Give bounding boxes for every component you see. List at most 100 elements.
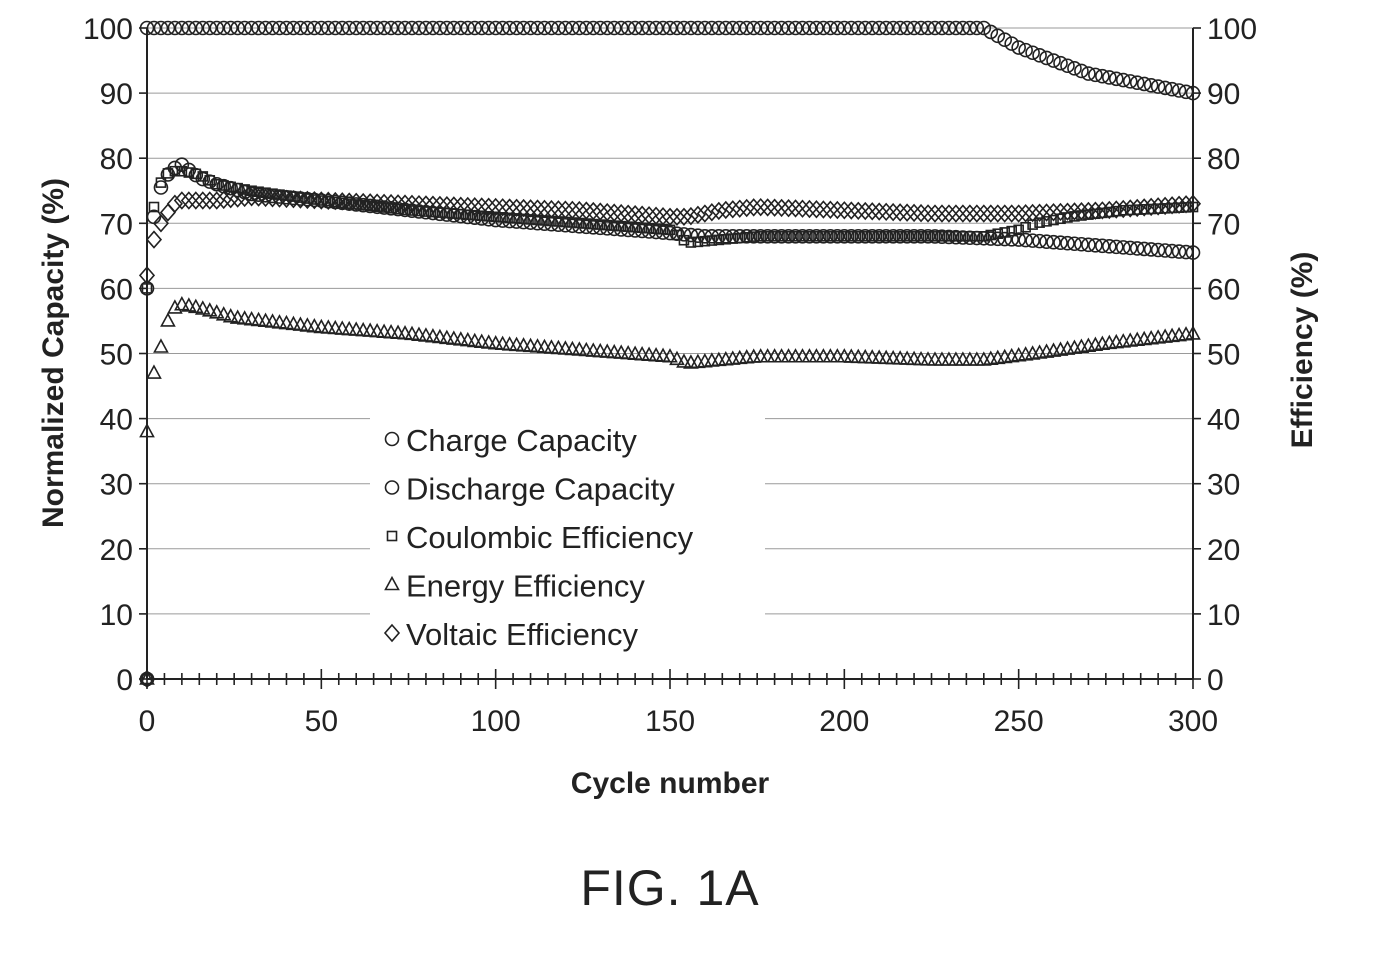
data-point (427, 206, 439, 218)
data-point (162, 168, 174, 179)
data-point (678, 234, 690, 246)
data-point (1055, 213, 1066, 225)
y2-tick-label: 60 (1207, 273, 1240, 306)
data-point (962, 20, 978, 36)
data-point (292, 190, 309, 209)
data-point (823, 20, 838, 36)
data-point (459, 196, 476, 216)
data-point (236, 188, 253, 208)
data-point (892, 20, 908, 36)
data-point (759, 198, 776, 217)
data-point (1067, 236, 1082, 252)
legend: Charge Capacity Discharge Capacity Coulomb… (383, 423, 694, 652)
data-point (417, 195, 434, 214)
data-point (996, 204, 1013, 223)
x-tick-label: 0 (139, 705, 156, 738)
series-energy-efficiency (139, 295, 1201, 685)
data-point (1177, 195, 1195, 214)
data-point (404, 20, 420, 36)
data-point (1101, 200, 1118, 220)
data-point (543, 199, 560, 219)
data-point (919, 204, 937, 223)
data-point (153, 20, 169, 36)
data-point (795, 229, 810, 244)
data-point (943, 231, 955, 242)
data-point (1122, 74, 1138, 89)
data-point (1020, 221, 1031, 233)
data-point (1080, 201, 1097, 221)
data-point (859, 231, 871, 242)
data-point (1129, 198, 1146, 218)
data-point (783, 231, 794, 242)
data-point (685, 237, 697, 248)
data-point (300, 20, 315, 36)
data-point (797, 231, 808, 242)
data-point (455, 208, 467, 220)
data-point (997, 32, 1013, 48)
data-point (864, 229, 880, 244)
data-point (682, 206, 699, 226)
data-point (239, 184, 250, 195)
data-point (864, 202, 881, 221)
data-point (439, 20, 455, 36)
y-tick-label: 30 (100, 469, 133, 502)
data-point (585, 201, 602, 221)
data-point (557, 200, 574, 219)
data-point (773, 198, 790, 218)
data-point (1143, 77, 1159, 93)
data-point (341, 192, 358, 211)
data-point (309, 194, 320, 205)
data-point (839, 231, 850, 242)
data-point (418, 20, 434, 36)
data-point (913, 229, 929, 244)
data-point (727, 233, 739, 244)
data-point (592, 20, 608, 36)
data-point (606, 203, 623, 222)
data-point (1032, 48, 1047, 63)
data-point (804, 231, 815, 242)
data-point (718, 20, 734, 36)
data-point (285, 189, 302, 209)
y2-tick-label: 70 (1207, 208, 1240, 241)
data-point (180, 191, 197, 210)
data-point (460, 20, 476, 36)
data-point (788, 229, 803, 244)
data-point (1053, 55, 1068, 71)
x-axis-title: Cycle number (571, 767, 770, 800)
data-point (390, 20, 406, 36)
data-point (376, 200, 392, 215)
legend-label: Voltaic Efficiency (406, 617, 639, 652)
data-point (781, 20, 796, 36)
data-point (246, 185, 257, 197)
data-point (348, 20, 364, 36)
y-tick-label: 0 (116, 664, 133, 697)
data-point (1143, 197, 1160, 217)
data-point (585, 20, 601, 36)
data-point (908, 231, 920, 242)
data-point (802, 20, 817, 36)
data-point (1039, 234, 1054, 249)
data-point (941, 229, 957, 245)
data-point (508, 198, 525, 218)
data-point (1102, 239, 1117, 254)
data-point (818, 231, 829, 242)
data-point (1088, 238, 1103, 253)
data-point (913, 20, 929, 36)
y2-tick-label: 20 (1207, 534, 1240, 567)
data-point (432, 20, 448, 36)
data-point (516, 20, 531, 36)
data-point (704, 20, 720, 36)
data-point (251, 20, 266, 36)
data-point (871, 202, 888, 221)
data-point (741, 231, 753, 243)
data-point (167, 160, 183, 176)
data-point (502, 20, 517, 36)
data-point (843, 201, 860, 220)
data-point (223, 20, 238, 36)
data-point (453, 20, 469, 36)
data-point (1074, 63, 1089, 79)
data-point (720, 233, 732, 245)
y-tick-label: 100 (83, 13, 133, 46)
series-voltaic-efficiency (138, 188, 1202, 689)
